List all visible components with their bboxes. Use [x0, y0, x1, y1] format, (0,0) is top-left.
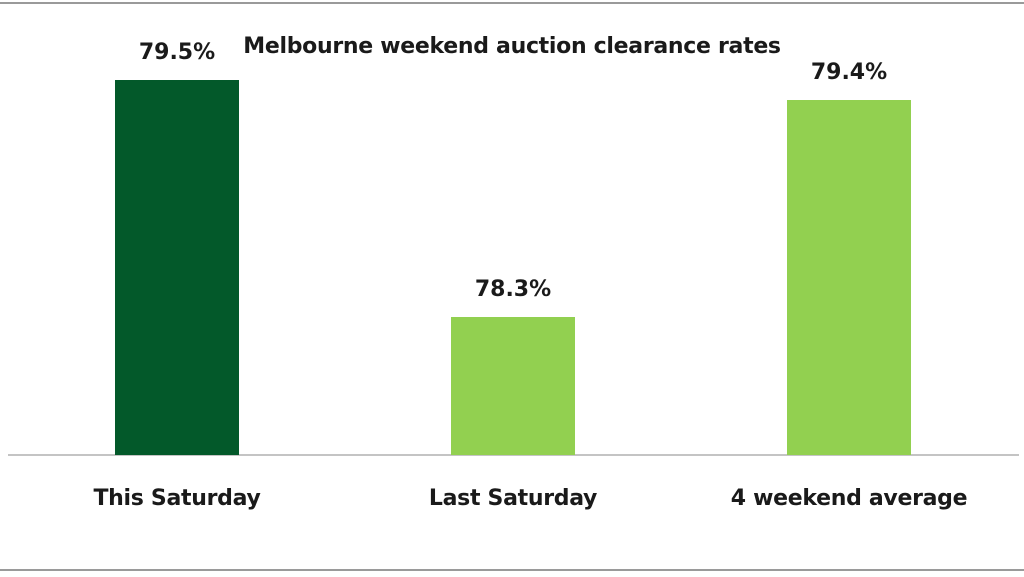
category-label-this-saturday: This Saturday [93, 486, 261, 511]
value-label-this-saturday: 79.5% [138, 39, 216, 65]
x-axis-line [8, 454, 1019, 456]
bar-4-weekend-average [787, 99, 911, 455]
value-label-4-weekend-average: 79.4% [810, 59, 888, 85]
category-label-last-saturday: Last Saturday [428, 486, 598, 511]
frame-bottom-border [0, 569, 1024, 571]
category-label-4-weekend-average: 4 weekend average [730, 486, 968, 511]
chart-title: Melbourne weekend auction clearance rate… [243, 34, 781, 59]
bar-this-saturday [115, 79, 239, 455]
value-label-last-saturday: 78.3% [474, 276, 552, 302]
frame-top-border [0, 2, 1024, 4]
bar-last-saturday [451, 316, 575, 455]
